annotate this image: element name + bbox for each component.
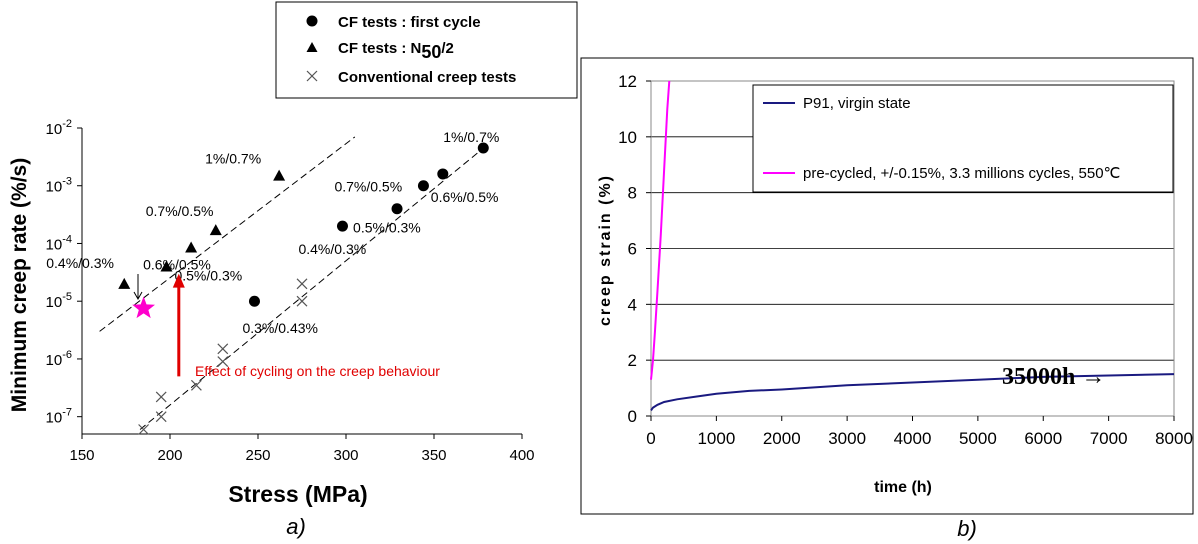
data-points-a (118, 142, 489, 435)
legend-entry-precycled: pre-cycled, +/-0.15%, 3.3 millions cycle… (803, 165, 1120, 182)
y-tick-label-b: 10 (618, 128, 637, 147)
point-label: 1%/0.7% (205, 151, 261, 167)
x-tick-label-b: 1000 (697, 429, 735, 448)
caption-b: b) (957, 516, 977, 541)
point-label: 0.6%/0.5% (143, 257, 211, 273)
legend-cross-marker (306, 70, 318, 82)
point-labels-a: 0.3%/0.43% 0.4%/0.3% 0.5%/0.3% 0.7%/0.5% 0.6… (46, 129, 499, 336)
y-tick-label-a: 10-7 (46, 407, 72, 427)
n50-point (118, 277, 131, 289)
x-tick-label-b: 3000 (828, 429, 866, 448)
first-cycle-point (417, 180, 429, 192)
first-cycle-point (477, 142, 489, 154)
x-tick-label-b: 0 (646, 429, 655, 448)
x-axis-title-b: time (h) (874, 479, 932, 496)
x-tick-label-b: 7000 (1090, 429, 1128, 448)
x-ticks-a: 150 200 250 300 350 400 (69, 434, 535, 464)
conventional-point (155, 391, 167, 403)
x-tick-label-b: 2000 (763, 429, 801, 448)
y-ticks-b: 0 2 4 6 8 10 12 (618, 72, 651, 426)
conventional-point (138, 424, 150, 435)
x-tick-label-b: 5000 (959, 429, 997, 448)
x-tick-label-a: 150 (69, 447, 94, 464)
conventional-point (217, 343, 229, 355)
y-tick-label-b: 0 (628, 407, 637, 426)
y-tick-label-a: 10-3 (46, 176, 72, 196)
trend-line (139, 144, 488, 430)
n50-point (160, 260, 173, 272)
conventional-point (155, 411, 167, 423)
legend-entry-virgin: P91, virgin state (803, 95, 911, 112)
y-tick-label-a: 10-4 (46, 233, 72, 253)
red-arrow-head (172, 273, 185, 288)
duration-annotation: 35000h → (1002, 364, 1105, 390)
y-tick-label-b: 4 (628, 295, 637, 314)
point-label: 0.4%/0.3% (46, 255, 114, 271)
legend-a (275, 1, 578, 99)
y-axis-title-b: creep strain (%) (597, 174, 614, 326)
point-label: 0.5%/0.3% (353, 220, 421, 236)
trend-line (99, 136, 356, 332)
x-tick-label-a: 250 (245, 447, 270, 464)
conventional-point (296, 278, 308, 290)
y-tick-label-a: 10-2 (46, 118, 72, 138)
legend-b (752, 84, 1174, 193)
x-tick-label-a: 200 (157, 447, 182, 464)
point-label: 1%/0.7% (443, 129, 499, 145)
y-tick-label-b: 6 (628, 240, 637, 259)
trend-lines-a (99, 136, 488, 430)
x-tick-label-a: 400 (509, 447, 534, 464)
point-label: 0.3%/0.43% (242, 320, 317, 336)
point-label: 0.5%/0.3% (174, 267, 242, 283)
star-marker (132, 296, 155, 319)
x-ticks-b: 0 1000 2000 3000 4000 5000 6000 7000 8000 (646, 416, 1193, 448)
x-tick-label-b: 8000 (1155, 429, 1193, 448)
n50-point (273, 169, 286, 181)
cycling-effect-label: Effect of cycling on the creep behaviour (195, 363, 440, 379)
n50-point (209, 224, 222, 236)
cycling-effect-annotation: Effect of cycling on the creep behaviour (172, 273, 440, 379)
virgin-state-line (650, 373, 1175, 411)
chart-a: CF tests : first cycle CF tests : N50/2 … (8, 1, 578, 539)
y-ticks-a: 10-2 10-3 10-4 10-5 10-6 10-7 (46, 118, 82, 427)
conventional-point (217, 356, 229, 368)
small-down-arrow (133, 274, 143, 301)
legend-entry-first-cycle: CF tests : first cycle (338, 14, 481, 31)
y-tick-label-b: 2 (628, 351, 637, 370)
point-label: 0.4%/0.3% (298, 241, 366, 257)
caption-a: a) (286, 514, 306, 539)
x-tick-label-a: 300 (333, 447, 358, 464)
y-axis-title-a: Minimum creep rate (%/s) (8, 158, 31, 412)
x-tick-label-b: 6000 (1024, 429, 1062, 448)
first-cycle-point (437, 168, 449, 180)
point-label: 0.7%/0.5% (334, 179, 402, 195)
y-tick-label-a: 10-5 (46, 291, 72, 311)
first-cycle-point (248, 295, 260, 307)
x-axis-title-a: Stress (MPa) (228, 481, 367, 507)
chart-b: 0 1000 2000 3000 4000 5000 6000 7000 8000 0 2 4 6 8 1… (580, 57, 1194, 541)
series-lines-b (650, 80, 1175, 411)
n50-point (185, 241, 198, 253)
first-cycle-point (336, 220, 348, 232)
y-tick-label-a: 10-6 (46, 349, 72, 369)
point-label: 0.6%/0.5% (431, 189, 499, 205)
y-tick-label-b: 12 (618, 72, 637, 91)
y-tick-label-b: 8 (628, 184, 637, 203)
legend-circle-marker (306, 15, 318, 27)
legend-triangle-marker (306, 42, 318, 52)
conventional-point (190, 379, 202, 391)
conventional-point (296, 295, 308, 307)
precycled-line (650, 80, 671, 380)
x-tick-label-b: 4000 (894, 429, 932, 448)
legend-entry-n50: CF tests : N50/2 (338, 40, 454, 62)
first-cycle-point (391, 203, 403, 215)
x-tick-label-a: 350 (421, 447, 446, 464)
point-label: 0.7%/0.5% (146, 203, 214, 219)
legend-entry-conventional: Conventional creep tests (338, 69, 516, 86)
